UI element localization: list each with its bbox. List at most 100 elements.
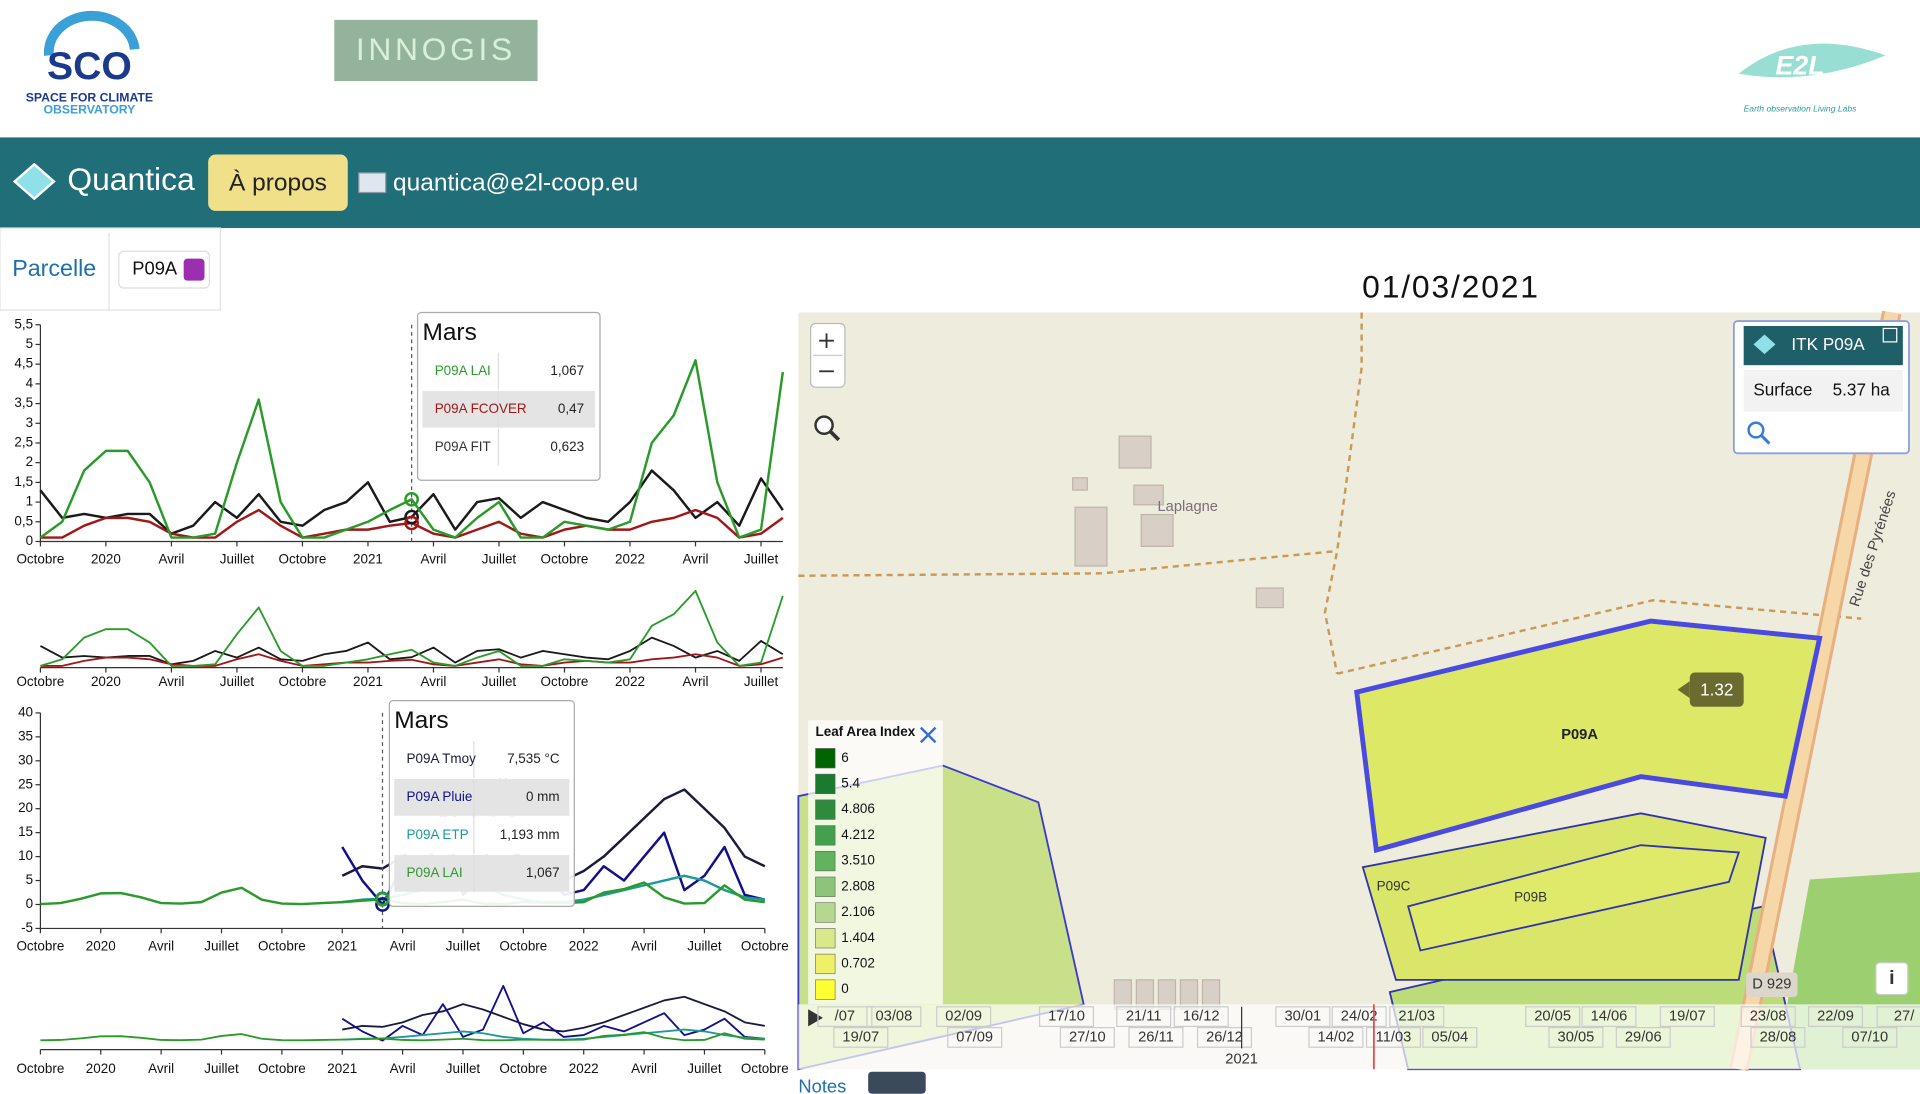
timeline-date[interactable]: 20/05 [1534,1008,1571,1024]
about-button[interactable] [208,154,348,211]
y-tick-label: 15 [18,824,33,839]
x-tick-label: Juillet [204,1061,239,1076]
info-search[interactable] [1747,421,1765,439]
x-tick-label: 2020 [86,938,116,953]
email-link[interactable]: quantica@e2l-coop.eu [393,169,638,196]
timeline-date[interactable]: 26/11 [1138,1029,1174,1045]
y-tick-label: 25 [18,776,33,791]
x-tick-label: Juillet [220,551,255,566]
y-tick-label: 0 [26,533,33,548]
timeline-date[interactable]: 03/08 [875,1008,912,1024]
timeline-date[interactable]: 19/07 [1669,1008,1706,1024]
timeline-date[interactable]: 16/12 [1183,1008,1220,1024]
y-tick-label: 20 [18,800,33,815]
innogis-logo: INNOGIS [356,31,516,67]
parcel-label: Parcelle [12,255,96,281]
timeline-date[interactable]: 23/08 [1750,1008,1787,1024]
info-close[interactable] [1882,327,1898,343]
building [1255,587,1284,609]
building [1140,513,1174,547]
tooltip-row [422,390,596,428]
legend-label: 1.404 [841,930,875,945]
timeline-date[interactable]: 11/03 [1376,1029,1412,1045]
x-tick-label: Octobre [741,938,789,953]
x-tick-label: Avril [148,938,174,953]
zoom-in[interactable] [819,333,834,349]
timeline-date[interactable]: 14/06 [1591,1008,1628,1024]
timeline-date[interactable]: 14/02 [1318,1029,1355,1045]
timeline-box [1740,1006,1796,1027]
timeline-date[interactable]: 21/11 [1126,1008,1162,1024]
x-tick-label: 2022 [569,1061,599,1076]
x-tick-label: Octobre [16,938,64,953]
timeline-date[interactable]: 24/02 [1341,1008,1378,1024]
parcel-value[interactable]: P09A [132,257,178,278]
play-button[interactable] [808,1009,823,1027]
timeline-date[interactable]: 30/01 [1284,1008,1321,1024]
road-number: D 929 [1752,977,1791,993]
x-tick-label: Juillet [446,1061,481,1076]
x-tick-label: Juillet [482,551,517,566]
x-tick-label: Juillet [744,674,779,689]
timeline-date[interactable]: 05/04 [1431,1029,1468,1045]
building [1118,435,1152,469]
about-label[interactable]: À propos [229,169,327,196]
timeline-box [1659,1006,1715,1027]
timeline-box [1422,1027,1478,1048]
timeline-date[interactable]: 21/03 [1398,1008,1435,1024]
tooltip-value: 1,067 [550,363,584,378]
x-tick-label: 2022 [569,938,599,953]
timeline-box [947,1027,1003,1048]
tooltip-name: P09A Tmoy [407,751,477,766]
timeline-date[interactable]: 07/10 [1851,1029,1888,1045]
notes-tab[interactable] [868,1071,926,1094]
y-tick-label: 4,5 [14,356,33,371]
info-button-text[interactable]: i [1889,967,1894,989]
hover-point [375,892,390,907]
timeline-date[interactable]: 27/10 [1069,1029,1106,1045]
timeline-date[interactable]: 22/09 [1817,1008,1854,1024]
timeline-box [936,1006,992,1027]
timeline-date[interactable]: 26/12 [1206,1029,1243,1045]
x-tick-label: Avril [158,551,184,566]
place-label: Laplagne [1158,499,1218,515]
legend-label: 2.808 [841,878,875,893]
notes-label[interactable]: Notes [798,1075,846,1094]
timeline-date[interactable]: 28/08 [1760,1029,1797,1045]
tooltip-value: 0 mm [526,789,560,804]
info-title: ITK P09A [1791,334,1865,354]
timeline-date[interactable]: 17/10 [1048,1008,1085,1024]
timeline-date[interactable]: /07 [835,1008,855,1024]
tooltip-row [422,352,596,390]
search-button[interactable] [814,415,834,435]
map-path [1323,312,1363,674]
hover-point [404,509,419,525]
timeline-date[interactable]: 29/06 [1625,1029,1662,1045]
info-button[interactable] [1875,962,1909,996]
info-row [1743,370,1903,412]
tooltip-name: P09A FIT [435,439,491,454]
x-tick-label: Juillet [446,938,481,953]
timeline-date[interactable]: 27/ [1894,1008,1915,1024]
timeline-date[interactable]: 07/09 [956,1029,993,1045]
map-path [798,550,1335,577]
app-icon [12,162,56,201]
timeline-date[interactable]: 19/07 [842,1029,879,1045]
timeline-date[interactable]: 30/05 [1558,1029,1595,1045]
x-tick-label: 2021 [353,674,383,689]
timeline-box [1807,1006,1864,1027]
legend-close[interactable] [919,726,937,744]
select-arrow [183,258,205,281]
x-tick-label: Juillet [687,938,722,953]
legend-swatch [815,825,836,846]
timeline-box [1615,1027,1671,1048]
timeline [798,1004,1920,1070]
y-tick-label: 2,5 [14,435,33,450]
x-tick-label: Avril [631,938,657,953]
legend-label: 0 [841,981,848,996]
info-value: 5.37 ha [1833,379,1891,399]
sco-logo: SCO [47,45,132,88]
timeline-date[interactable]: 02/09 [945,1008,982,1024]
tooltip-value: 7,535 °C [507,751,560,766]
